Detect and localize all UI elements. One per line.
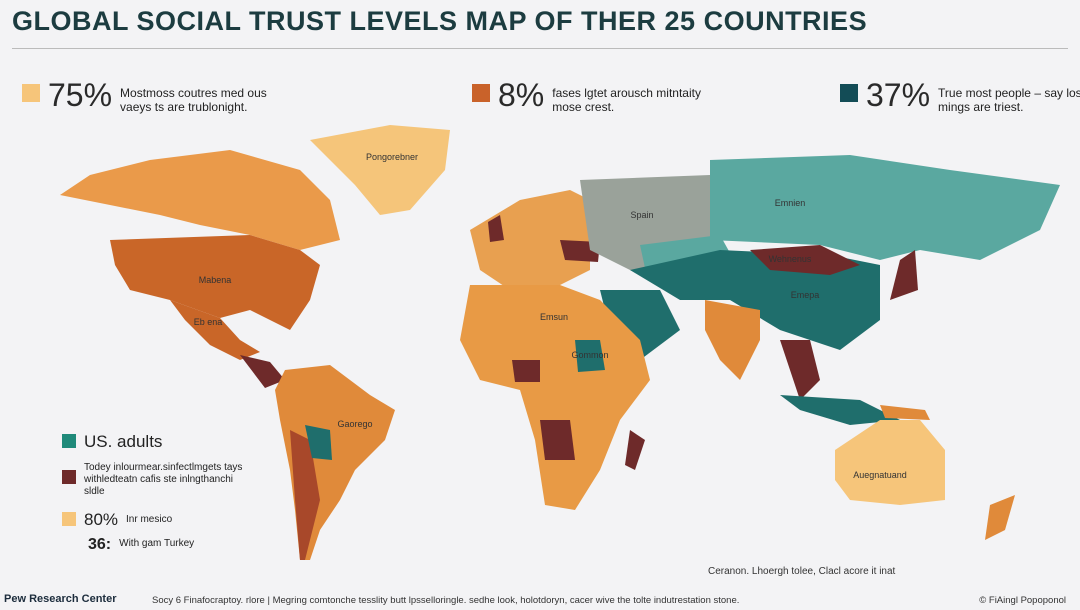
title: GLOBAL SOCIAL TRUST LEVELS MAP OF THER 2…: [12, 6, 868, 36]
source: Socy 6 Finafocraptoy. rlore | Megring co…: [152, 595, 740, 606]
region: [470, 190, 590, 290]
map-label: Gaorego: [337, 419, 372, 429]
stat-text: Mostmoss coutres med ous vaeys ts are tr…: [120, 86, 267, 114]
region: [460, 285, 650, 510]
map-label: Emnien: [775, 198, 806, 208]
map-label: Emepa: [791, 290, 820, 300]
region: [110, 235, 320, 330]
region: [710, 155, 1060, 260]
stat: 8% fases lgtet arousch mitntaity mose cr…: [472, 78, 722, 114]
region: [600, 290, 680, 360]
legend-item: Todey inlourmear.sinfectlmgets tays with…: [62, 462, 254, 498]
swatch: [62, 434, 76, 448]
stat-text: fases lgtet arousch mitntaity mose crest…: [552, 86, 701, 114]
stat-value: 75%: [48, 77, 113, 113]
region: [540, 420, 575, 460]
brand: Pew Research Center: [4, 593, 117, 605]
region: [625, 430, 645, 470]
map-label: Auegnatuand: [853, 470, 907, 480]
legend-label: Todey inlourmear.sinfectlmgets tays with…: [84, 462, 243, 497]
region: [750, 245, 860, 275]
world-map: Pongorebner Mabena Eb ena Gaorego Spain …: [60, 125, 1060, 560]
region: [170, 300, 260, 360]
map-label: Mabena: [199, 275, 232, 285]
stat-value: 8%: [498, 77, 545, 113]
region: [780, 340, 820, 400]
region: [310, 125, 450, 215]
stat-value: 37%: [866, 77, 931, 113]
map-label: Emsun: [540, 312, 568, 322]
swatch: [472, 84, 490, 102]
map-label: Eb ena: [194, 317, 223, 327]
note: Ceranon. Lhoergh tolee, Clacl acore it i…: [708, 566, 896, 577]
region: [705, 300, 760, 380]
region: [512, 360, 540, 382]
region: [780, 395, 900, 425]
region: [240, 355, 285, 388]
region: [890, 250, 918, 300]
divider: [12, 48, 1068, 49]
region: [575, 340, 605, 372]
swatch: [22, 84, 40, 102]
legend-item: US. adults: [62, 432, 162, 452]
region: [835, 420, 945, 505]
region: [305, 425, 332, 460]
map-label: Gommon: [571, 350, 608, 360]
legend-value: 80%: [84, 510, 119, 529]
swatch: [62, 512, 76, 526]
legend-item: 36: With gam Turkey: [88, 536, 194, 554]
region: [630, 250, 880, 350]
map-label: Pongorebner: [366, 152, 418, 162]
credit: © FiAingl Popoponol: [979, 595, 1066, 606]
legend-item: 80% Inr mesico: [62, 510, 172, 530]
stat: 37% True most people – say lost mings ar…: [840, 78, 1080, 114]
legend-value: 36:: [88, 536, 112, 553]
region: [880, 405, 930, 420]
footer: Pew Research Center Socy 6 Finafocraptoy…: [0, 588, 1080, 610]
region: [488, 215, 504, 242]
stat: 75% Mostmoss coutres med ous vaeys ts ar…: [22, 78, 290, 114]
stat-text: True most people – say lost mings are tr…: [938, 86, 1080, 114]
legend-label: With gam Turkey: [119, 538, 195, 549]
legend-label: Inr mesico: [126, 514, 173, 525]
swatch: [840, 84, 858, 102]
legend-label: US. adults: [84, 432, 163, 451]
region: [60, 150, 340, 250]
region: [290, 430, 320, 560]
swatch: [62, 470, 76, 484]
map-label: Spain: [630, 210, 653, 220]
map-label: Wehnenus: [769, 254, 812, 264]
region: [985, 495, 1015, 540]
